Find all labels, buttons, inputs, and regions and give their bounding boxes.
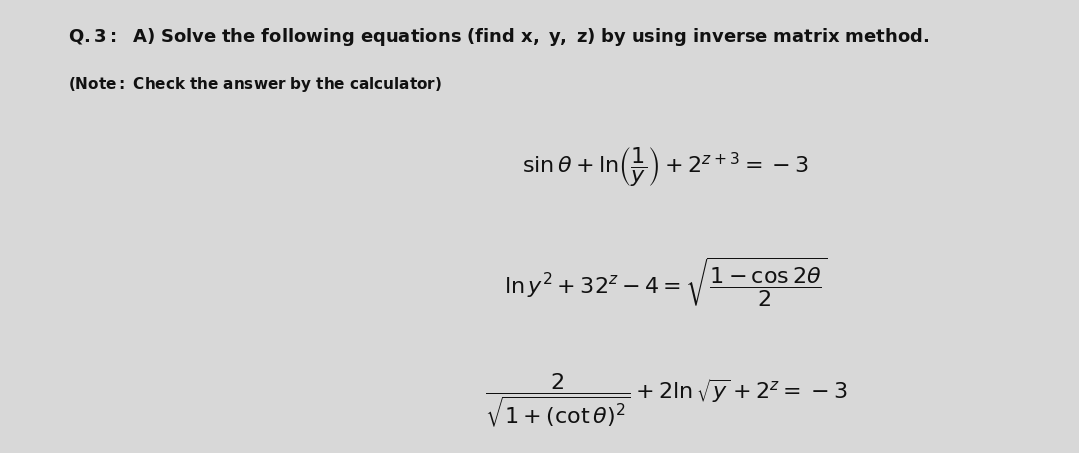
Text: $\bf{Q.3:\ \ A)\ Solve\ the\ following\ equations\ (}$$\it{\bf{find}}$$\bf{\ x,\: $\bf{Q.3:\ \ A)\ Solve\ the\ following\ … (68, 26, 930, 48)
Text: $\dfrac{2}{\sqrt{1 + (\cot\theta)^2}} + 2\ln\sqrt{y} + 2^z = -3$: $\dfrac{2}{\sqrt{1 + (\cot\theta)^2}} + … (484, 371, 847, 429)
Text: $\bf{(Note:\ Check\ the\ answer\ by\ the\ calculator)}$: $\bf{(Note:\ Check\ the\ answer\ by\ the… (68, 75, 442, 94)
Text: $\ln y^2 + 32^z - 4 = \sqrt{\dfrac{1 - \cos 2\theta}{2}}$: $\ln y^2 + 32^z - 4 = \sqrt{\dfrac{1 - \… (504, 255, 828, 309)
Text: $\sin\theta + \ln\!\left(\dfrac{1}{y}\right) + 2^{z+3} = -3$: $\sin\theta + \ln\!\left(\dfrac{1}{y}\ri… (522, 145, 809, 188)
